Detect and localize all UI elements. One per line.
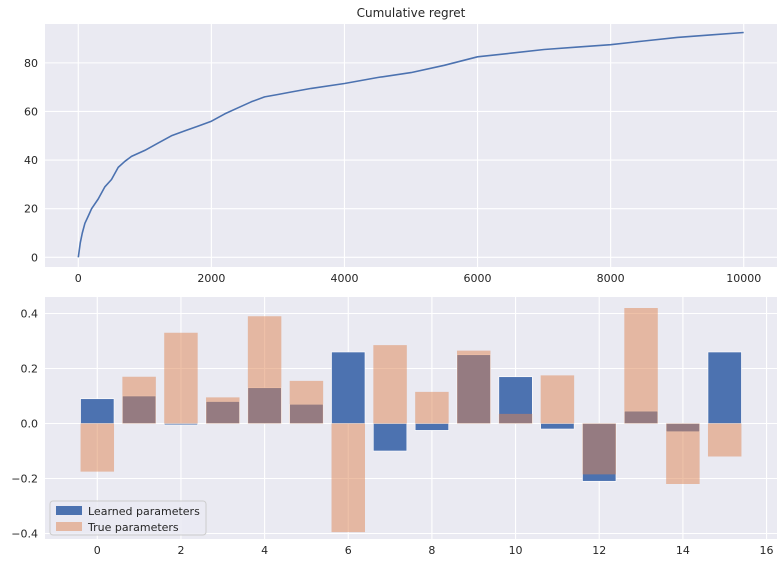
- legend-label-true: True parameters: [87, 521, 179, 534]
- true-parameter-bar: [582, 423, 616, 475]
- x-tick-label: 8: [428, 544, 435, 557]
- legend-swatch-true: [56, 522, 82, 531]
- true-parameter-bar: [164, 332, 198, 424]
- learned-parameter-bar: [373, 423, 408, 452]
- learned-parameter-bar: [331, 351, 366, 424]
- true-parameter-bar: [289, 380, 324, 424]
- true-parameter-bar: [498, 413, 533, 424]
- true-parameter-bar: [331, 423, 365, 533]
- y-tick-label: 0: [31, 251, 38, 264]
- y-tick-label: 0.2: [21, 363, 39, 376]
- true-parameter-bar: [666, 423, 700, 484]
- x-tick-label: 4000: [330, 272, 358, 285]
- x-tick-label: 10000: [726, 272, 761, 285]
- y-tick-label: 0.0: [21, 418, 39, 431]
- x-tick-label: 4: [261, 544, 268, 557]
- true-parameter-bar: [540, 375, 575, 424]
- learned-parameter-bar: [163, 423, 198, 426]
- bar-series: [80, 308, 742, 533]
- legend-label-learned: Learned parameters: [88, 505, 200, 518]
- y-tick-label: 80: [24, 57, 38, 70]
- true-parameter-bar: [247, 316, 282, 424]
- y-tick-label: −0.4: [11, 528, 38, 541]
- true-parameter-bar: [707, 423, 742, 457]
- regret-line: [77, 31, 744, 258]
- y-tick-label: 60: [24, 105, 38, 118]
- line-series: [77, 31, 744, 258]
- x-tick-label: 6: [345, 544, 352, 557]
- y-tick-labels: −0.4 −0.2 0.0 0.2 0.4: [11, 308, 38, 541]
- true-parameter-bar: [206, 397, 240, 424]
- true-parameter-bar: [80, 423, 115, 472]
- x-tick-label: 0: [75, 272, 82, 285]
- plot-background: [45, 24, 777, 267]
- y-tick-label: 20: [24, 203, 38, 216]
- y-tick-labels: 0 20 40 60 80: [24, 57, 38, 264]
- true-parameter-bar: [373, 345, 407, 424]
- learned-parameter-bar: [707, 351, 742, 424]
- true-parameter-bar: [457, 350, 491, 424]
- x-tick-label: 2: [177, 544, 184, 557]
- legend-box: [49, 500, 207, 536]
- x-tick-labels: 0 2 4 6 8 10 12 14 16: [94, 544, 774, 557]
- y-tick-label: 40: [24, 154, 38, 167]
- gridlines: [45, 24, 777, 267]
- y-tick-label: 0.4: [21, 308, 39, 321]
- learned-parameter-bar: [414, 423, 449, 431]
- chart-title: Cumulative regret: [357, 6, 466, 20]
- x-tick-labels: 0 2000 4000 6000 8000 10000: [75, 272, 761, 285]
- x-tick-label: 16: [760, 544, 774, 557]
- x-tick-label: 14: [676, 544, 690, 557]
- learned-parameter-bar: [540, 423, 575, 430]
- true-parameter-bar: [122, 376, 156, 424]
- true-parameter-bar: [624, 308, 658, 424]
- x-tick-label: 0: [94, 544, 101, 557]
- x-tick-label: 6000: [464, 272, 492, 285]
- x-tick-label: 10: [509, 544, 523, 557]
- cumulative-regret-plot: 0 2000 4000 6000 8000 10000 0 20 40 60 80 Cumulat…: [24, 6, 777, 285]
- learned-parameter-bar: [80, 398, 115, 424]
- y-tick-label: −0.2: [11, 473, 38, 486]
- true-parameter-bar: [415, 391, 449, 424]
- legend-swatch-learned: [56, 506, 82, 515]
- legend: Learned parameters True parameters: [49, 500, 207, 536]
- x-tick-label: 8000: [597, 272, 625, 285]
- x-tick-label: 2000: [197, 272, 225, 285]
- x-tick-label: 12: [592, 544, 606, 557]
- parameters-bar-plot: 0 2 4 6 8 10 12 14 16 −0.4 −0.2 0.0 0.2 0.4 Learned …: [11, 297, 777, 557]
